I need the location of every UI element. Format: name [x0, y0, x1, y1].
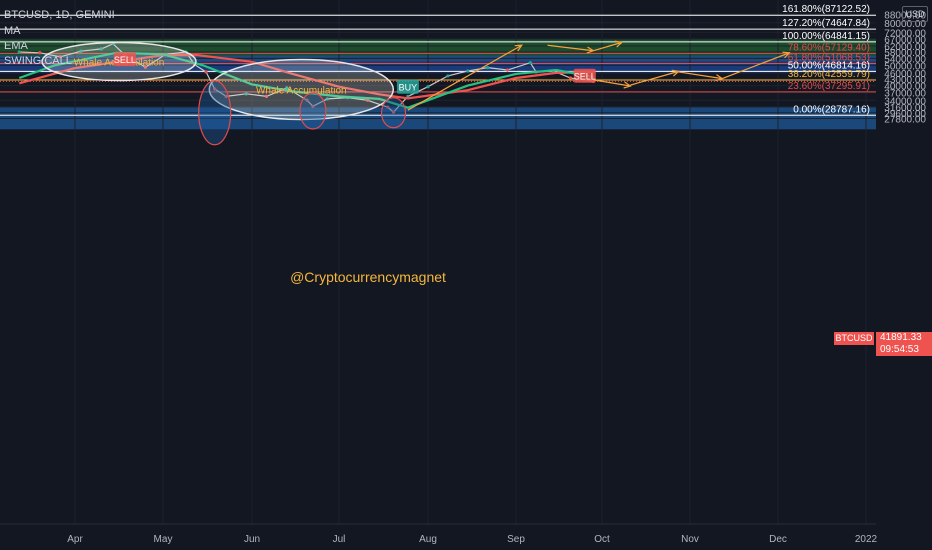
- price-point: [311, 104, 315, 108]
- price-axis-tick-label: 50000.00: [884, 61, 926, 72]
- projection-arrow-line: [547, 44, 594, 52]
- time-axis-tick-label: May: [154, 534, 173, 545]
- price-point: [224, 94, 228, 98]
- price-point: [58, 55, 62, 59]
- price-axis-tick-label: 62000.00: [884, 42, 926, 53]
- time-axis-tick-label: Aug: [419, 534, 437, 545]
- projection-arrow-line: [630, 70, 679, 86]
- price-axis-tick-label: 34000.00: [884, 96, 926, 107]
- projection-arrow-head: [514, 44, 523, 52]
- symbol-price-tag: BTCUSD: [834, 332, 874, 345]
- fib-level-label: 61.80%(51068.53): [788, 52, 870, 63]
- resistance-zone-blue: [0, 55, 876, 74]
- price-point: [391, 110, 396, 114]
- projection-arrow-line: [407, 44, 523, 111]
- projection-arrow-line: [593, 41, 623, 52]
- projection-arrow-line: [593, 79, 631, 87]
- price-point: [426, 85, 430, 89]
- price-axis-tick-label: 72000.00: [884, 28, 926, 39]
- price-point: [79, 49, 83, 53]
- price-point: [406, 94, 410, 98]
- price-point: [446, 74, 450, 78]
- signal-box: [573, 68, 596, 83]
- time-axis-tick-label: Apr: [67, 534, 83, 545]
- time-axis-tick-label: Nov: [681, 534, 699, 545]
- price-axis-tick-label: 29600.00: [884, 109, 926, 120]
- price-point: [204, 70, 208, 74]
- time-axis-tick-label: Dec: [769, 534, 787, 545]
- price-axis-tick-label: 37000.00: [884, 89, 926, 100]
- bottom-highlight-circle: [299, 92, 327, 130]
- price-axis-tick-label: 43000.00: [884, 75, 926, 86]
- signal-label: SELL: [114, 55, 136, 65]
- time-axis-tick-label: Oct: [594, 534, 610, 545]
- indicator-ma[interactable]: MA: [4, 25, 21, 37]
- price-point: [486, 65, 490, 70]
- price-point: [38, 51, 42, 55]
- bottom-highlight-circle: [198, 80, 232, 146]
- projection-arrow-head: [623, 81, 632, 89]
- price-axis-tick-label: 31600.00: [884, 103, 926, 114]
- price-point: [305, 98, 309, 102]
- price-axis-tick-label: 80000.00: [884, 19, 926, 30]
- signal-box: [396, 79, 419, 94]
- price-point: [466, 69, 470, 73]
- price-point: [143, 65, 147, 69]
- signal-label: SELL: [574, 72, 596, 82]
- watermark-text: @Cryptocurrencymagnet: [290, 269, 446, 285]
- fib-level-label: 0.00%(28787.16): [793, 104, 870, 115]
- time-axis-tick-label: Sep: [507, 534, 525, 545]
- fib-level-label: 161.80%(87122.52): [782, 4, 870, 15]
- last-price-label: 41891.33: [876, 332, 932, 344]
- price-point: [386, 105, 390, 109]
- price-point: [17, 50, 21, 54]
- price-axis-tick-label: 88000.00: [884, 10, 926, 21]
- fib-level-label: 38.20%(42559.79): [788, 69, 870, 80]
- time-axis-tick-label: Jun: [244, 534, 260, 545]
- price-point: [99, 47, 103, 51]
- fib-level-label: 23.60%(37295.91): [788, 81, 870, 92]
- currency-button[interactable]: USD: [902, 6, 928, 22]
- whale-accumulation-label: Whale Accumulation: [256, 85, 347, 96]
- time-axis-tick-label: 2022: [855, 534, 878, 545]
- bottom-highlight-circle: [380, 97, 407, 129]
- projection-arrow-head: [782, 51, 791, 59]
- price-axis-tick-label: 46000.00: [884, 69, 926, 80]
- time-axis-tick-label: Jul: [333, 534, 346, 545]
- price-axis-tick-label: 58000.00: [884, 48, 926, 59]
- price-axis-tick-label: 67000.00: [884, 35, 926, 46]
- price-point: [568, 76, 573, 80]
- projection-arrow-line: [678, 71, 723, 80]
- signal-box: [113, 52, 136, 67]
- fib-level-label: 50.00%(46814.16): [788, 60, 870, 71]
- price-point: [244, 92, 248, 96]
- price-point: [325, 97, 329, 101]
- price-point: [213, 87, 217, 91]
- projection-arrow-head: [671, 69, 680, 77]
- price-axis-tick-label: 40000.00: [884, 82, 926, 93]
- price-point: [285, 86, 289, 90]
- price-axis-tick-label: 27800.00: [884, 114, 926, 125]
- price-axis-tick-label: 54000.00: [884, 54, 926, 65]
- projection-arrow-head: [614, 40, 624, 48]
- price-point: [264, 94, 269, 98]
- price-point: [366, 98, 370, 102]
- chart-title: BTCUSD, 1D, GEMINI: [4, 9, 115, 21]
- price-point: [505, 68, 510, 72]
- projection-arrow-line: [722, 52, 790, 80]
- fib-level-label: 100.00%(64841.15): [782, 31, 870, 42]
- price-point: [528, 61, 532, 65]
- fib-level-label: 78.60%(57129.40): [788, 42, 870, 53]
- bar-countdown-label: 09:54:53: [876, 344, 932, 356]
- indicator-ema[interactable]: EMA: [4, 40, 28, 52]
- indicator-swing-call[interactable]: SWING CALL: [4, 55, 72, 67]
- fib-level-label: 127.20%(74647.84): [782, 18, 870, 29]
- signal-label: BUY: [399, 83, 418, 93]
